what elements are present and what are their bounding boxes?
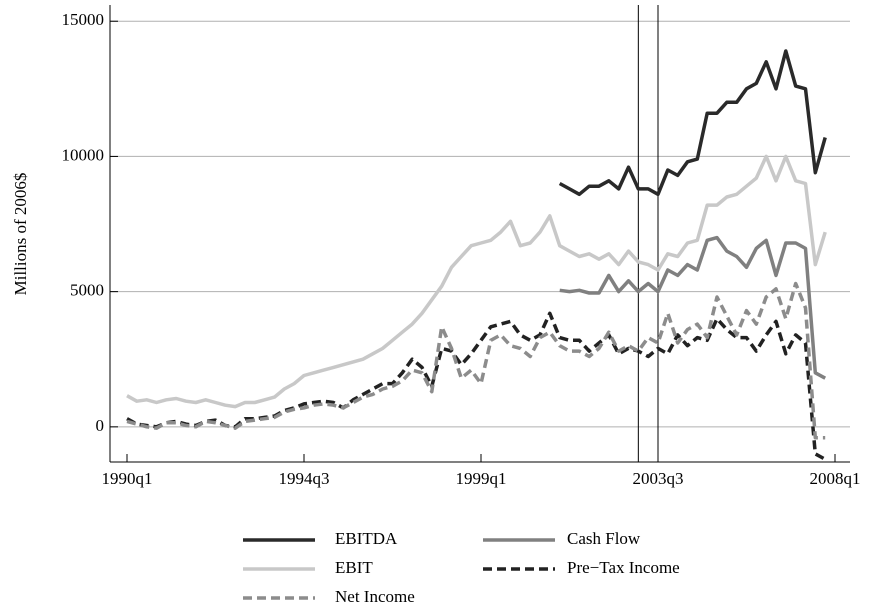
legend-label: EBIT — [335, 558, 373, 577]
y-tick-label: 15000 — [62, 10, 105, 29]
x-tick-label: 2003q3 — [633, 469, 684, 488]
legend-label: Net Income — [335, 587, 415, 606]
x-tick-label: 1994q3 — [279, 469, 330, 488]
y-axis-label: Millions of 2006$ — [11, 173, 30, 296]
x-tick-label: 1990q1 — [102, 469, 153, 488]
series-line — [559, 235, 827, 380]
y-tick-label: 5000 — [70, 281, 104, 300]
series-line — [126, 281, 826, 440]
x-tick-label: 1999q1 — [456, 469, 507, 488]
legend-label: Cash Flow — [567, 529, 641, 548]
series-line — [558, 49, 827, 197]
x-tick-label: 2008q1 — [810, 469, 861, 488]
y-tick-label: 0 — [96, 416, 105, 435]
legend-label: EBITDA — [335, 529, 398, 548]
series-line — [126, 154, 827, 409]
legend-label: Pre−Tax Income — [567, 558, 680, 577]
y-tick-label: 10000 — [62, 145, 105, 164]
series-line — [126, 311, 827, 461]
